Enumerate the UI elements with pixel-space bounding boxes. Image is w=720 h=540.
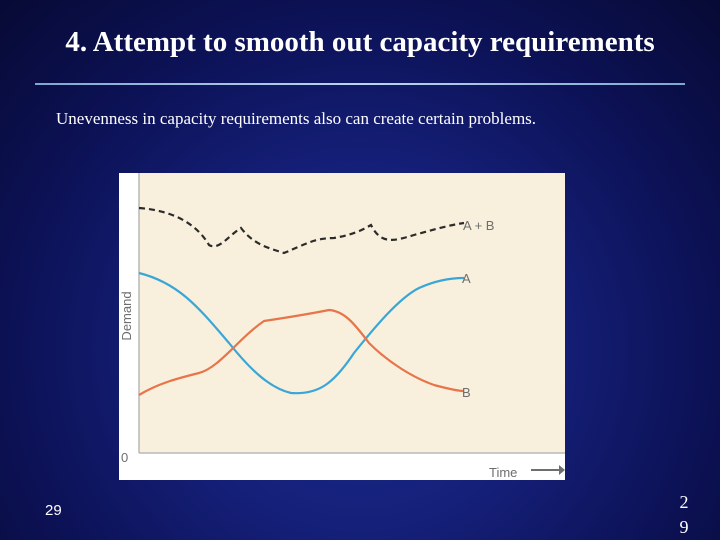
title-divider [35,83,685,85]
slide-title: 4. Attempt to smooth out capacity requir… [65,26,655,58]
series-a-plus-b-curve [138,206,465,255]
series-a-curve [138,271,465,395]
slide-number-left: 29 [45,502,62,519]
y-axis-label: Demand [119,291,134,340]
slide-number-right-digit: 2 [679,492,689,512]
series-label-a: A [462,271,471,286]
x-axis-label: Time [489,465,517,480]
demand-over-time-diagram: A + B A B Demand 0 Time [119,173,565,480]
x-axis-arrow [531,465,565,475]
plot-area [139,173,565,453]
slide-number-right-digit: 9 [679,517,689,537]
slide-subtitle: Unevenness in capacity requirements also… [56,109,537,128]
series-b-curve [138,308,465,396]
demand-figure: A + B A B Demand 0 Time [119,173,565,480]
slide-number-right: 2 9 [677,490,691,540]
origin-label: 0 [121,450,128,465]
series-label-a-plus-b: A + B [463,218,494,233]
series-label-b: B [462,385,471,400]
